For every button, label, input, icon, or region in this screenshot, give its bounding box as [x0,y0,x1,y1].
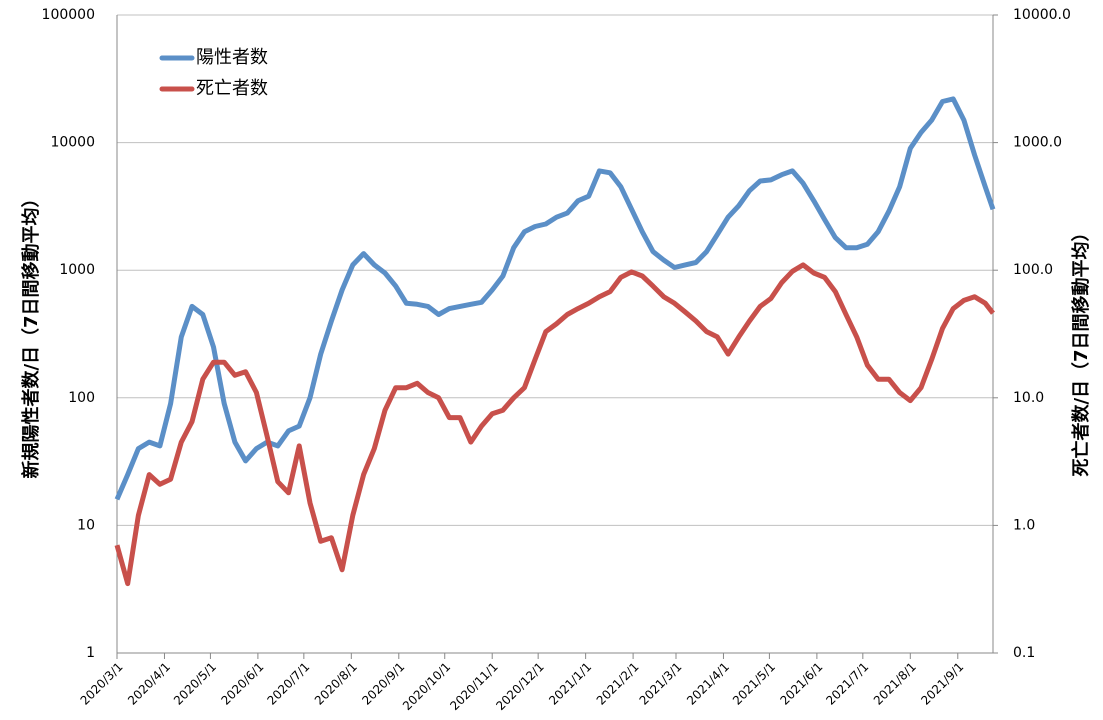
legend-label: 陽性者数 [196,47,268,68]
x-tick-label: 2020/12/1 [493,660,546,713]
y2-tick-label: 1.0 [1013,517,1035,533]
y-tick-label: 1 [86,645,95,661]
y2-tick-label: 10000.0 [1013,7,1071,23]
x-tick-label: 2020/9/1 [359,660,407,708]
x-tick-label: 2020/11/1 [447,660,500,713]
x-tick-label: 2021/9/1 [918,660,966,708]
x-tick-label: 2021/8/1 [871,660,919,708]
series-line [114,96,996,501]
y-tick-label: 10000 [50,135,95,151]
x-tick-label: 2021/1/1 [546,660,594,708]
y2-axis-title: 死亡者数/日（7日間移動平均） [1070,223,1092,476]
x-tick-label: 2021/6/1 [777,660,825,708]
y-tick-label: 10 [77,517,95,533]
x-tick-label: 2020/6/1 [218,660,266,708]
y-tick-label: 100 [68,390,95,406]
y-tick-label: 100000 [42,7,95,23]
y2-tick-label: 10.0 [1013,390,1044,406]
x-tick-label: 2020/10/1 [400,660,453,713]
x-tick-label: 2020/4/1 [125,660,173,708]
x-tick-label: 2020/7/1 [264,660,312,708]
series-line [114,262,995,587]
x-tick-label: 2021/3/1 [637,660,685,708]
legend-label: 死亡者数 [196,78,268,99]
x-tick-label: 2020/3/1 [78,660,126,708]
x-tick-label: 2021/4/1 [684,660,732,708]
x-tick-label: 2021/2/1 [594,660,642,708]
x-tick-label: 2021/7/1 [823,660,871,708]
y-tick-label: 1000 [59,262,95,278]
x-tick-label: 2021/5/1 [730,660,778,708]
x-tick-label: 2020/5/1 [171,660,219,708]
y2-tick-label: 100.0 [1013,262,1053,278]
y2-tick-label: 0.1 [1013,645,1035,661]
y2-tick-label: 1000.0 [1013,135,1062,151]
x-tick-label: 2020/8/1 [312,660,360,708]
y-axis-title: 新規陽性者数/日（7日間移動平均） [20,189,42,478]
